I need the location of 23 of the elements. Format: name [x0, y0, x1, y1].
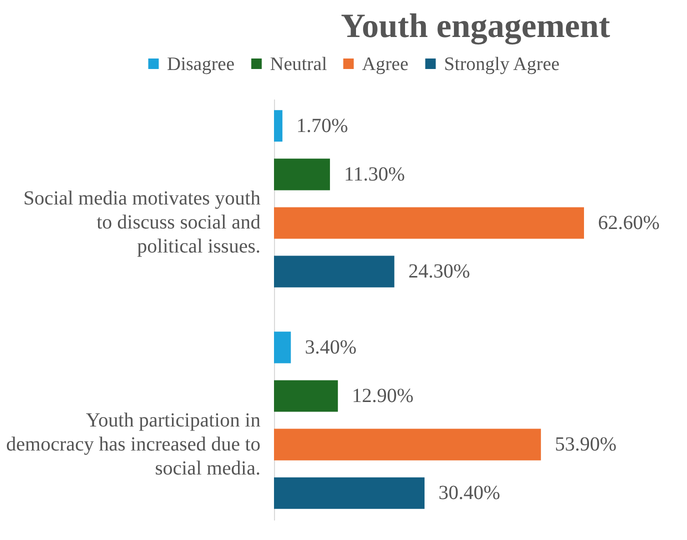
bar [274, 110, 282, 142]
bar [274, 332, 291, 364]
data-label: 24.30% [408, 260, 470, 283]
legend-label: Strongly Agree [444, 54, 560, 75]
data-label: 62.60% [598, 212, 660, 234]
data-label: 3.40% [304, 336, 357, 358]
bar [274, 380, 338, 412]
bar [274, 477, 425, 509]
data-label: 11.30% [344, 163, 405, 186]
legend-label: Disagree [167, 54, 235, 75]
data-label: 30.40% [438, 482, 500, 504]
bar [274, 158, 330, 190]
bar [274, 256, 394, 288]
y-tick-label: Youth participation in democracy has increased due to social media. [6, 409, 260, 480]
legend-label: Neutral [270, 54, 327, 75]
data-label: 53.90% [554, 434, 617, 456]
bar [274, 428, 541, 460]
y-tick-label: Social media motivates youth to discuss social and political issues. [23, 188, 260, 258]
legend-label: Agree [362, 54, 408, 75]
chart-title: Youth engagement [340, 8, 611, 45]
data-label: 1.70% [296, 114, 348, 137]
bar [274, 207, 584, 239]
data-label: 12.90% [352, 385, 414, 408]
